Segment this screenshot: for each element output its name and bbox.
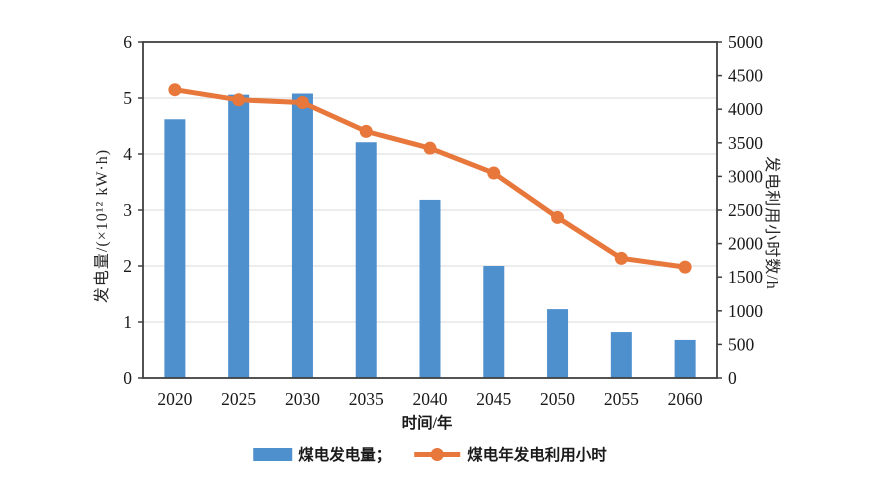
- x-tick-label: 2040: [413, 389, 448, 409]
- legend-bar-label: 煤电发电量；: [298, 447, 392, 464]
- right-tick-label: 3500: [728, 133, 763, 153]
- bar-2035: [355, 142, 377, 378]
- bar-swatch-icon: [253, 447, 293, 461]
- bar-2040: [419, 199, 441, 378]
- left-tick-label: 0: [123, 368, 132, 388]
- line-marker-2055: [614, 251, 628, 265]
- legend-item-bar: 煤电发电量；: [253, 443, 391, 465]
- bar-2025: [228, 94, 250, 378]
- x-tick-label: 2035: [349, 389, 384, 409]
- line-marker-2030: [295, 95, 309, 109]
- right-tick-label: 4500: [728, 66, 763, 86]
- right-tick-label: 500: [728, 334, 755, 354]
- right-tick-label: 2000: [728, 234, 763, 254]
- x-tick-label: 2020: [157, 389, 192, 409]
- x-tick-label: 2060: [668, 389, 703, 409]
- right-tick-label: 5000: [728, 32, 763, 52]
- x-axis-title: 时间/年: [401, 415, 453, 432]
- x-tick-label: 2055: [604, 389, 639, 409]
- line-marker-2050: [551, 210, 565, 224]
- legend-line-label: 煤电年发电利用小时: [467, 447, 607, 464]
- bar-2055: [610, 332, 632, 378]
- bar-2050: [547, 309, 569, 378]
- left-tick-label: 3: [123, 200, 132, 220]
- legend-item-line: 煤电年发电利用小时: [413, 443, 607, 465]
- bar-2020: [164, 119, 186, 378]
- right-tick-label: 1000: [728, 301, 763, 321]
- left-axis-title: 发电量/(×10¹² kW·h): [94, 148, 111, 304]
- right-tick-label: 0: [728, 368, 737, 388]
- line-marker-2060: [678, 260, 692, 274]
- right-tick-label: 4000: [728, 99, 763, 119]
- left-tick-label: 4: [123, 144, 132, 164]
- right-tick-label: 3000: [728, 166, 763, 186]
- left-tick-label: 1: [123, 312, 132, 332]
- left-tick-label: 2: [123, 256, 132, 276]
- x-tick-label: 2030: [285, 389, 320, 409]
- left-tick-label: 5: [123, 88, 132, 108]
- x-tick-label: 2050: [540, 389, 575, 409]
- x-tick-label: 2045: [476, 389, 511, 409]
- right-axis-title: 发电利用小时数/h: [763, 156, 780, 290]
- bar-2030: [291, 93, 313, 379]
- line-marker-2040: [423, 141, 437, 155]
- right-tick-label: 2500: [728, 200, 763, 220]
- line-marker-2035: [359, 124, 373, 138]
- line-marker-2025: [232, 93, 246, 107]
- legend: 煤电发电量； 煤电年发电利用小时: [253, 443, 607, 465]
- x-tick-label: 2025: [221, 389, 256, 409]
- line-swatch-icon: [414, 447, 461, 461]
- line-marker-2045: [487, 166, 501, 180]
- left-tick-label: 6: [123, 32, 132, 52]
- line-marker-2020: [168, 83, 182, 97]
- bar-2045: [483, 266, 505, 378]
- right-tick-label: 1500: [728, 267, 763, 287]
- bar-2060: [674, 339, 696, 378]
